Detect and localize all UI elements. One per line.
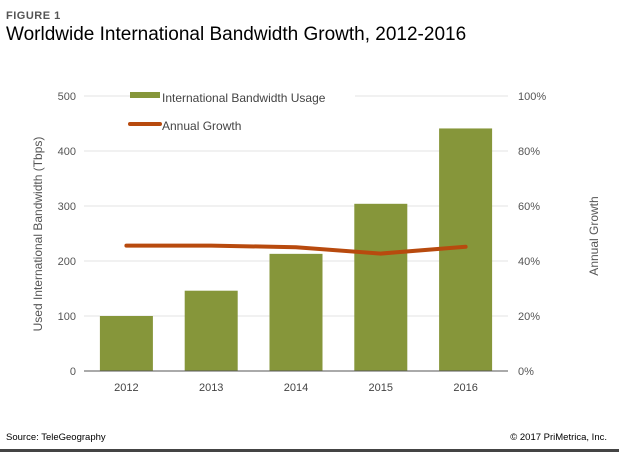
figure-label: FIGURE 1 xyxy=(6,10,61,22)
y2-tick-label: 40% xyxy=(518,256,540,268)
y-tick-label: 400 xyxy=(58,146,76,158)
y-tick-label: 0 xyxy=(70,366,76,378)
legend-label: Annual Growth xyxy=(162,119,241,133)
legend-background xyxy=(130,88,355,133)
legend-swatch-bar xyxy=(130,92,160,98)
growth-line xyxy=(124,243,468,256)
chart-title: Worldwide International Bandwidth Growth… xyxy=(6,24,467,45)
y-axis-label: Used International Bandwidth (Tbps) xyxy=(31,137,45,332)
y-tick-label: 100 xyxy=(58,311,76,323)
bar xyxy=(269,253,323,371)
divider xyxy=(0,449,619,452)
x-tick-label: 2015 xyxy=(369,382,393,394)
bar xyxy=(99,316,153,371)
y2-tick-label: 100% xyxy=(518,91,546,103)
y2-tick-label: 60% xyxy=(518,201,540,213)
y2-tick-label: 80% xyxy=(518,146,540,158)
x-tick-label: 2013 xyxy=(199,382,223,394)
y2-tick-label: 20% xyxy=(518,311,540,323)
y-tick-label: 200 xyxy=(58,256,76,268)
x-tick-label: 2016 xyxy=(453,382,477,394)
chart: 0 100 200 300 400 500 0% 20% 40% 60% 80% 100% 2012 20… xyxy=(31,88,601,394)
x-tick-label: 2012 xyxy=(114,382,138,394)
source-note: Source: TeleGeography xyxy=(6,432,106,443)
y2-tick-label: 0% xyxy=(518,366,534,378)
y2-axis-label: Annual Growth xyxy=(587,196,601,275)
copyright: © 2017 PriMetrica, Inc. xyxy=(510,432,607,443)
x-tick-label: 2014 xyxy=(284,382,308,394)
legend-label: International Bandwidth Usage xyxy=(162,91,326,105)
y-tick-label: 300 xyxy=(58,201,76,213)
bar xyxy=(354,203,408,371)
y-tick-label: 500 xyxy=(58,91,76,103)
bar xyxy=(184,290,238,371)
